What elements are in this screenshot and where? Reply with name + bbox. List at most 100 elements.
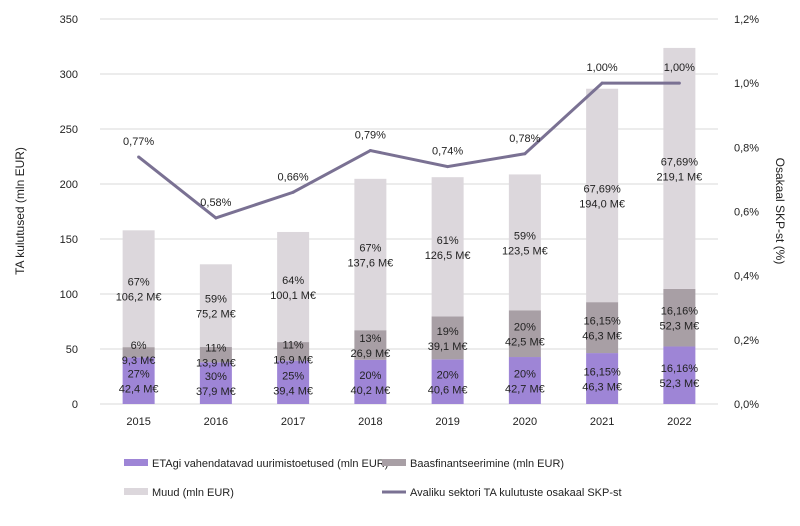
bar-segment — [586, 88, 619, 303]
legend-swatch — [124, 459, 148, 466]
bar-value-label: 39,1 M€ — [428, 341, 468, 353]
bar-percent-label: 30% — [205, 371, 227, 383]
bar-value-label: 46,3 M€ — [582, 382, 622, 394]
bar-percent-label: 11% — [205, 343, 226, 355]
line-data-label: 0,66% — [278, 171, 309, 183]
bar-segment — [354, 330, 387, 360]
y2-tick-label: 0,8% — [734, 142, 759, 154]
bar-segment — [431, 316, 464, 360]
y2-tick-label: 0,4% — [734, 271, 759, 283]
line-point — [137, 155, 141, 159]
bar-value-label: 100,1 M€ — [270, 290, 316, 302]
bar-value-label: 40,2 M€ — [351, 385, 391, 397]
line-point — [214, 216, 218, 220]
bar-value-label: 52,3 M€ — [660, 321, 700, 333]
bar-segment — [199, 347, 232, 363]
bar-percent-label: 59% — [205, 294, 227, 306]
line-point — [446, 165, 450, 169]
bar-value-label: 194,0 M€ — [579, 198, 625, 210]
bar-segment — [663, 47, 696, 289]
bar-percent-label: 67,69% — [583, 183, 621, 195]
x-tick-label: 2015 — [126, 416, 150, 428]
y2-tick-label: 0,2% — [734, 335, 759, 347]
line-data-label: 1,00% — [664, 62, 695, 74]
bar-segment — [122, 347, 155, 358]
line-data-label: 1,00% — [587, 62, 618, 74]
legend-label: Avaliku sektori TA kulutuste osakaal SKP… — [410, 487, 622, 499]
line-point — [600, 81, 604, 85]
bar-percent-label: 67% — [359, 243, 381, 255]
bar-segment — [431, 177, 464, 317]
bar-segment — [431, 359, 464, 404]
line-data-label: 0,79% — [355, 130, 386, 142]
bar-percent-label: 20% — [359, 370, 381, 382]
y2-tick-label: 1,0% — [734, 78, 759, 90]
bar-segment — [354, 359, 387, 404]
bar-value-label: 219,1 M€ — [656, 171, 702, 183]
bar-percent-label: 20% — [514, 369, 536, 381]
line-data-label: 0,78% — [509, 133, 540, 145]
bar-segment — [508, 310, 541, 358]
bar-value-label: 123,5 M€ — [502, 245, 548, 257]
bar-value-label: 40,6 M€ — [428, 385, 468, 397]
y2-axis-title: Osakaal SKP-st (%) — [773, 158, 787, 265]
bar-value-label: 126,5 M€ — [425, 250, 471, 262]
bar-percent-label: 59% — [514, 230, 536, 242]
bar-percent-label: 64% — [282, 275, 304, 287]
bar-segment — [663, 288, 696, 347]
legend-label: ETAgi vahendatavad uurimistoetused (mln … — [152, 458, 388, 470]
bar-segment — [277, 342, 310, 361]
bar-percent-label: 16,15% — [583, 316, 621, 328]
y2-tick-label: 0,6% — [734, 207, 759, 219]
x-tick-label: 2022 — [667, 416, 691, 428]
x-tick-label: 2019 — [435, 416, 459, 428]
line-point — [523, 152, 527, 156]
y2-tick-label: 0,0% — [734, 399, 759, 411]
y-tick-label: 350 — [60, 14, 78, 26]
x-tick-label: 2021 — [590, 416, 614, 428]
legend-label: Muud (mln EUR) — [152, 487, 234, 499]
bar-percent-label: 13% — [359, 333, 381, 345]
bar-segment — [508, 174, 541, 311]
bar-value-label: 75,2 M€ — [196, 309, 236, 321]
y-tick-label: 300 — [60, 69, 78, 81]
bar-value-label: 42,5 M€ — [505, 337, 545, 349]
bar-segment — [586, 302, 619, 354]
bar-segment — [199, 362, 232, 404]
line-point — [677, 81, 681, 85]
bar-percent-label: 11% — [283, 339, 304, 351]
bar-value-label: 26,9 M€ — [351, 348, 391, 360]
bar-value-label: 39,4 M€ — [273, 385, 313, 397]
line-point — [291, 190, 295, 194]
bar-percent-label: 16,16% — [661, 306, 699, 318]
x-tick-label: 2020 — [513, 416, 537, 428]
bar-percent-label: 67,69% — [661, 156, 699, 168]
bar-segment — [586, 353, 619, 404]
bar-segment — [354, 178, 387, 331]
legend-swatch — [382, 459, 406, 466]
line-point — [368, 149, 372, 153]
y-tick-label: 0 — [72, 399, 78, 411]
bar-percent-label: 20% — [437, 370, 459, 382]
x-tick-label: 2016 — [204, 416, 228, 428]
bar-value-label: 13,9 M€ — [196, 358, 236, 370]
bar-percent-label: 19% — [437, 326, 459, 338]
bar-percent-label: 16,15% — [583, 367, 621, 379]
bar-value-label: 52,3 M€ — [660, 378, 700, 390]
bar-segment — [122, 230, 155, 348]
bar-percent-label: 27% — [128, 369, 150, 381]
y2-tick-label: 1,2% — [734, 14, 759, 26]
bar-value-label: 137,6 M€ — [347, 258, 393, 270]
bar-segment — [663, 346, 696, 404]
bar-value-label: 42,4 M€ — [119, 384, 159, 396]
y-axis-title: TA kulutused (mln EUR) — [13, 147, 27, 275]
bar-percent-label: 16,16% — [661, 363, 699, 375]
y-tick-label: 150 — [60, 234, 78, 246]
bar-value-label: 46,3 M€ — [582, 331, 622, 343]
bar-percent-label: 61% — [437, 235, 459, 247]
y-tick-label: 100 — [60, 289, 78, 301]
bar-percent-label: 6% — [131, 340, 147, 352]
y-tick-label: 50 — [66, 344, 78, 356]
bar-value-label: 9,3 M€ — [122, 355, 156, 367]
